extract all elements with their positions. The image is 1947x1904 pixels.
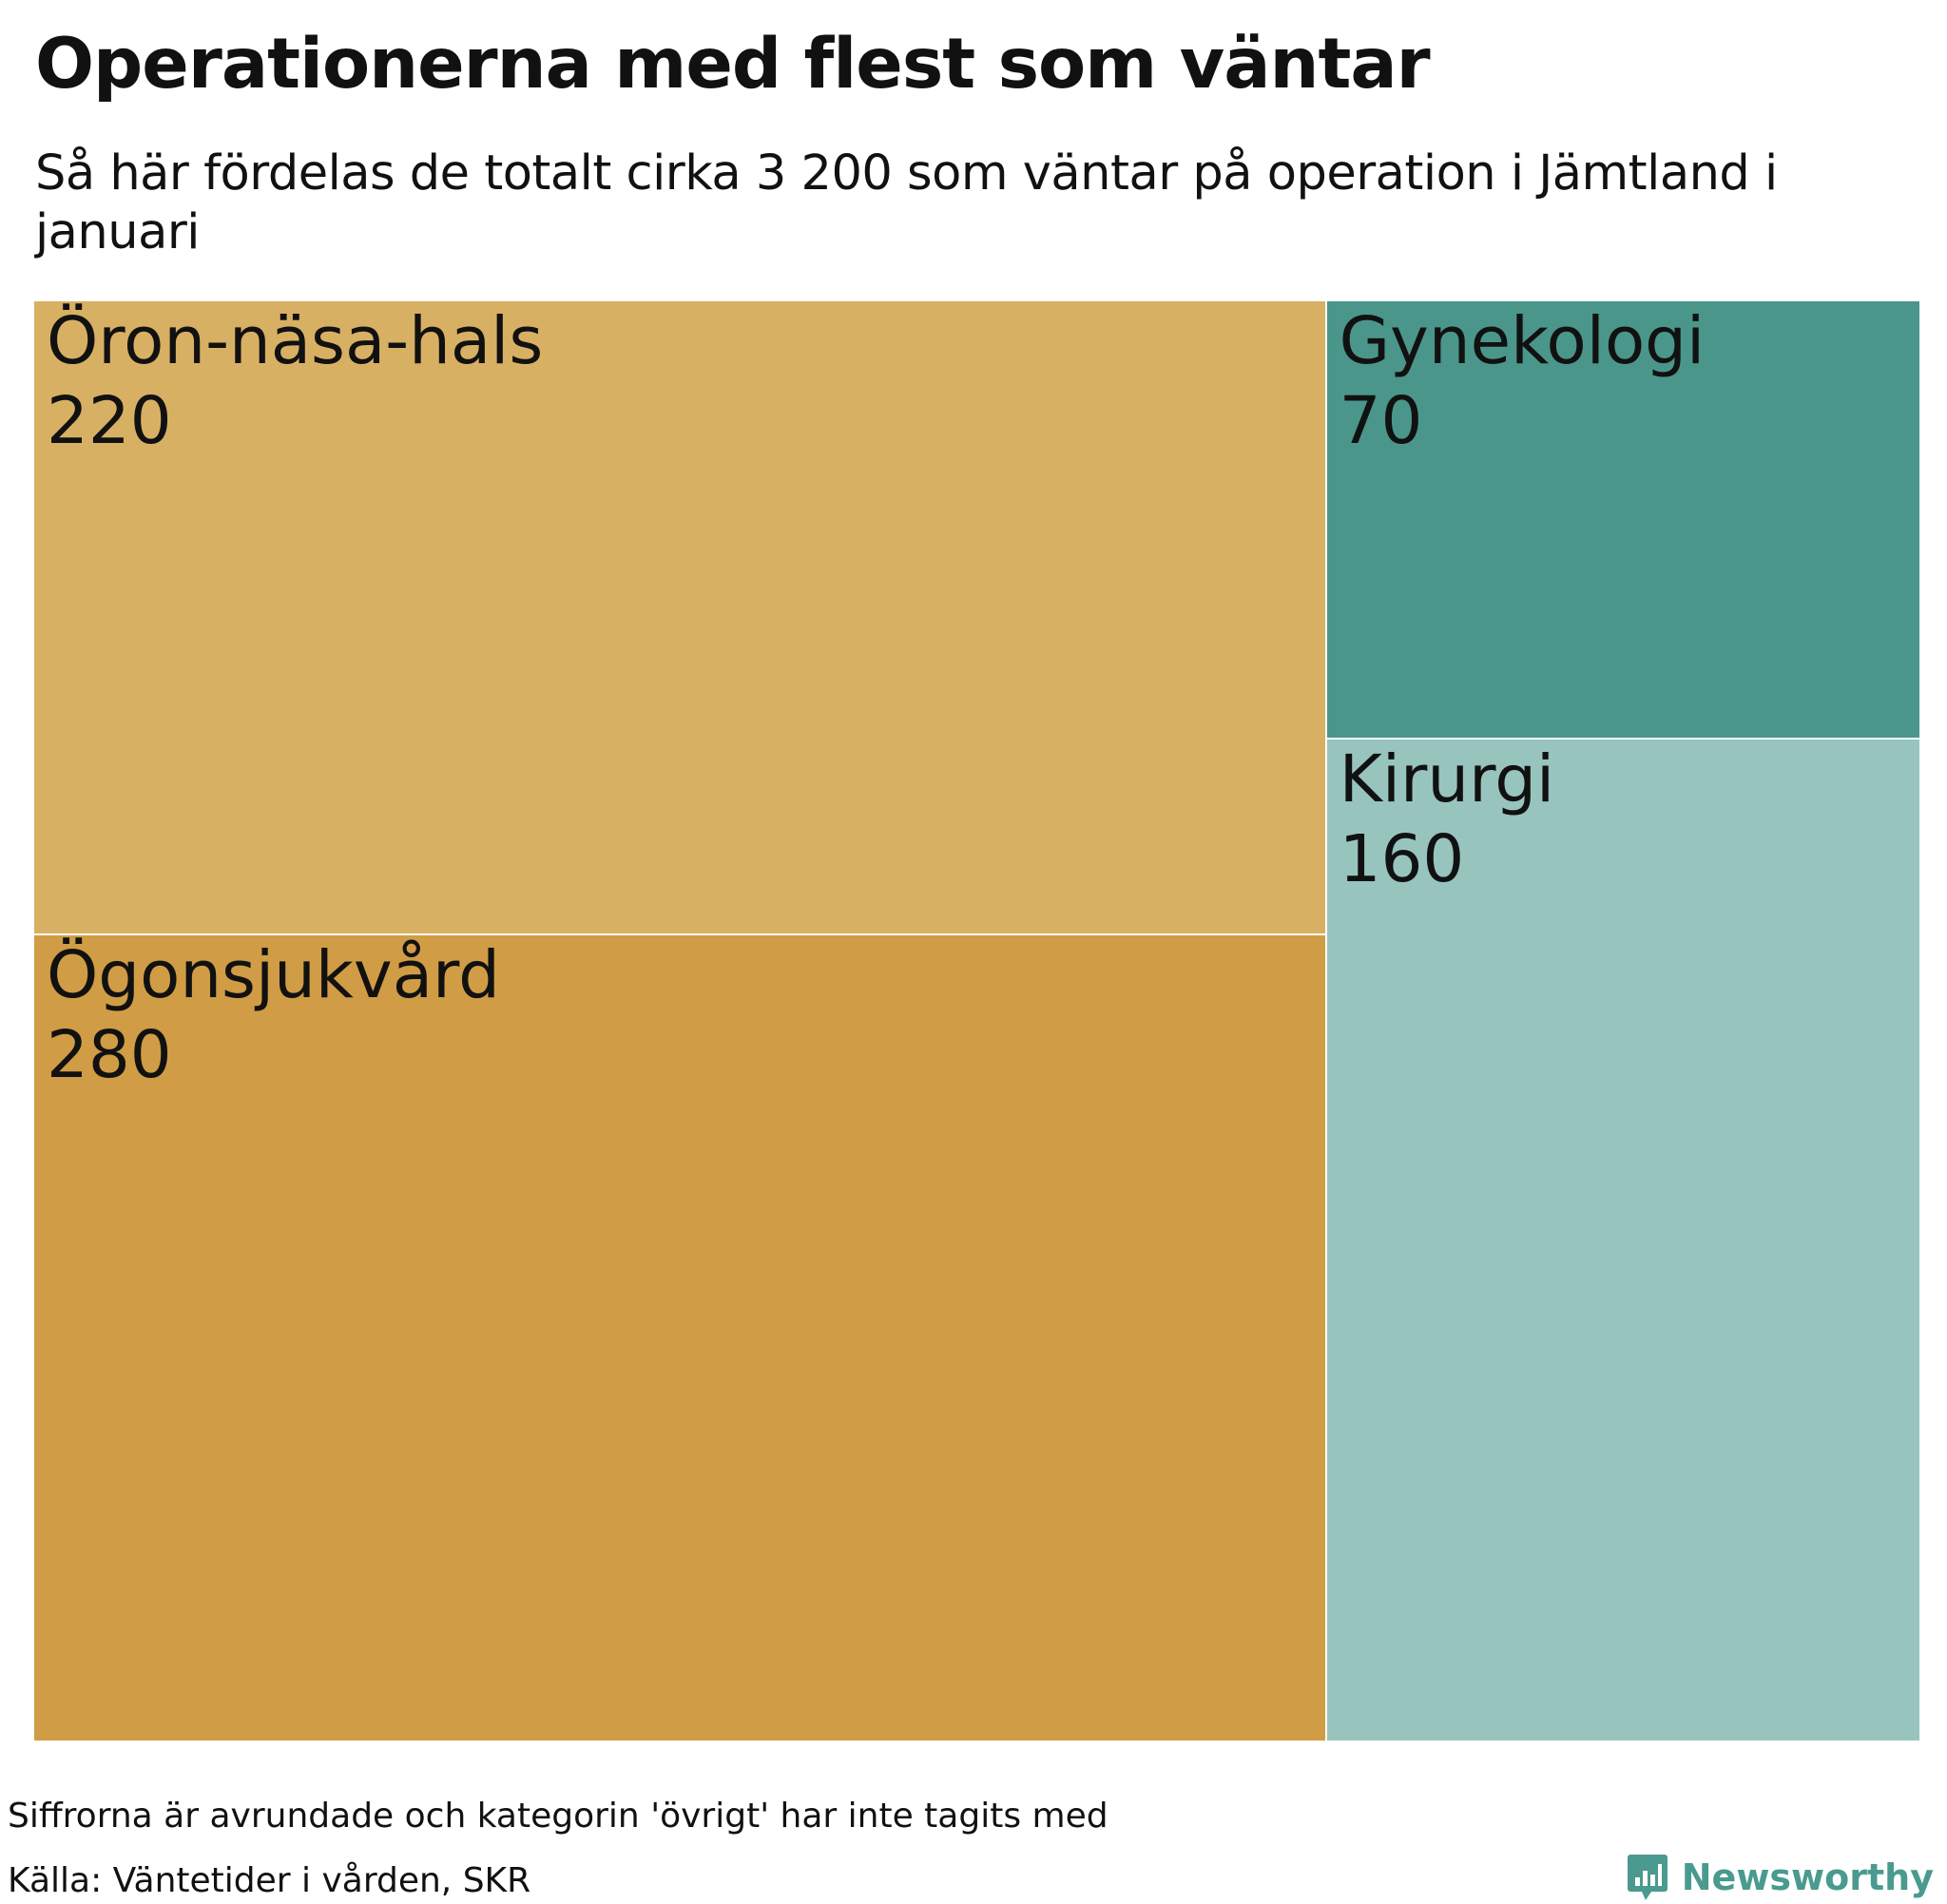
- source-note: Källa: Väntetider i vården, SKR: [8, 1861, 531, 1900]
- treemap-tile: Ögonsjukvård 280: [33, 934, 1326, 1741]
- treemap-tile: Gynekologi 70: [1325, 300, 1920, 740]
- tile-label: Öron-näsa-hals: [47, 303, 544, 379]
- treemap-tile: Kirurgi 160: [1325, 739, 1920, 1741]
- brand-name: Newsworthy: [1681, 1856, 1934, 1898]
- chart-subtitle: Så här fördelas de totalt cirka 3 200 so…: [35, 145, 1778, 260]
- bar-chart-icon: [1627, 1855, 1667, 1900]
- tile-label: Gynekologi: [1339, 303, 1706, 379]
- treemap-chart: Öron-näsa-hals 220 Ögonsjukvård 280 Gynekolo…: [33, 300, 1920, 1741]
- tile-label: Kirurgi: [1339, 741, 1555, 818]
- tile-value: 160: [1339, 821, 1465, 898]
- brand-logo: Newsworthy: [1627, 1852, 1934, 1903]
- tile-value: 220: [47, 383, 172, 459]
- footnote: Siffrorna är avrundade och kategorin 'öv…: [8, 1797, 1108, 1836]
- tile-value: 280: [47, 1017, 172, 1094]
- tile-value: 70: [1339, 383, 1423, 459]
- tile-label: Ögonsjukvård: [47, 937, 500, 1014]
- treemap-tile: Öron-näsa-hals 220: [33, 300, 1326, 935]
- chart-title: Operationerna med flest som väntar: [35, 24, 1431, 105]
